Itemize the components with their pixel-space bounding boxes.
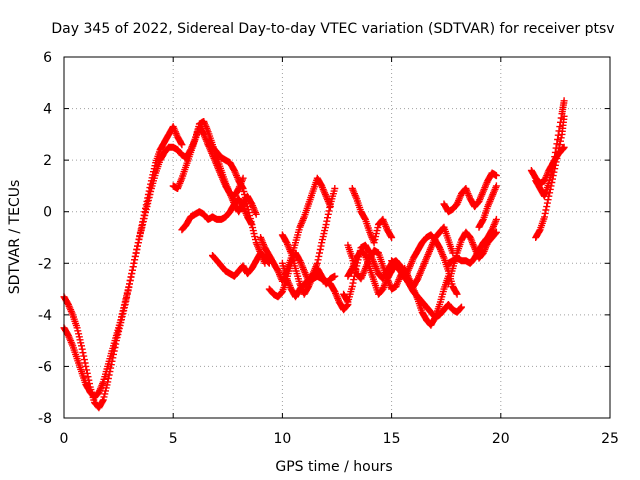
series-track-22 <box>532 97 568 200</box>
point-markers <box>440 169 500 216</box>
y-tick-label: -2 <box>38 256 52 272</box>
point-markers <box>169 118 260 218</box>
data-points <box>60 97 568 412</box>
axis-ticks <box>63 56 611 419</box>
x-tick-label: 15 <box>383 431 401 447</box>
series-track-21 <box>532 112 568 241</box>
x-tick-labels: 0 5 10 15 20 25 <box>60 431 619 447</box>
series-track-16 <box>440 169 500 216</box>
y-tick-label: 0 <box>43 205 52 221</box>
series-track-18 <box>444 215 500 267</box>
point-markers <box>278 231 339 298</box>
x-tick-label: 10 <box>273 431 291 447</box>
series-track-5 <box>204 141 269 267</box>
plot-frame <box>63 56 611 419</box>
x-tick-label: 25 <box>601 431 619 447</box>
point-markers <box>209 249 273 280</box>
series-track-14 <box>348 185 396 247</box>
y-tick-label: -8 <box>38 411 52 427</box>
chart-title: Day 345 of 2022, Sidereal Day-to-day VTE… <box>51 21 614 37</box>
point-markers <box>178 195 256 234</box>
series-track-6 <box>209 249 273 280</box>
y-tick-label: 2 <box>43 153 52 169</box>
point-markers <box>475 182 500 231</box>
point-markers <box>532 97 568 200</box>
point-markers <box>204 141 269 267</box>
x-axis-label: GPS time / hours <box>275 459 392 475</box>
y-tick-label: -6 <box>38 359 52 375</box>
x-tick-label: 5 <box>169 431 178 447</box>
x-tick-label: 0 <box>60 431 69 447</box>
x-tick-label: 20 <box>492 431 510 447</box>
y-tick-label: -4 <box>38 308 52 324</box>
y-tick-labels: -8 -6 -4 -2 0 2 4 6 <box>38 50 52 427</box>
series-track-10 <box>278 231 339 298</box>
point-markers <box>444 228 500 288</box>
point-markers <box>444 215 500 267</box>
point-markers <box>348 185 396 247</box>
y-axis-label: SDTVAR / TECUs <box>7 180 23 295</box>
series-track-19 <box>475 182 500 231</box>
series-track-17 <box>444 228 500 288</box>
point-markers <box>532 112 568 241</box>
series-track-4 <box>178 195 256 234</box>
series-track-3 <box>169 118 260 218</box>
y-tick-label: 6 <box>43 50 52 66</box>
y-tick-label: 4 <box>43 102 52 118</box>
